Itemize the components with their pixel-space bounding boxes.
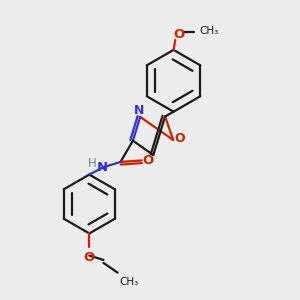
Text: N: N <box>97 161 108 174</box>
Text: O: O <box>142 154 154 167</box>
Text: H: H <box>88 157 97 170</box>
Text: CH₃: CH₃ <box>200 26 219 36</box>
Text: O: O <box>84 250 95 263</box>
Text: O: O <box>174 132 185 145</box>
Text: N: N <box>134 104 144 118</box>
Text: O: O <box>173 28 184 41</box>
Text: CH₃: CH₃ <box>119 277 138 287</box>
